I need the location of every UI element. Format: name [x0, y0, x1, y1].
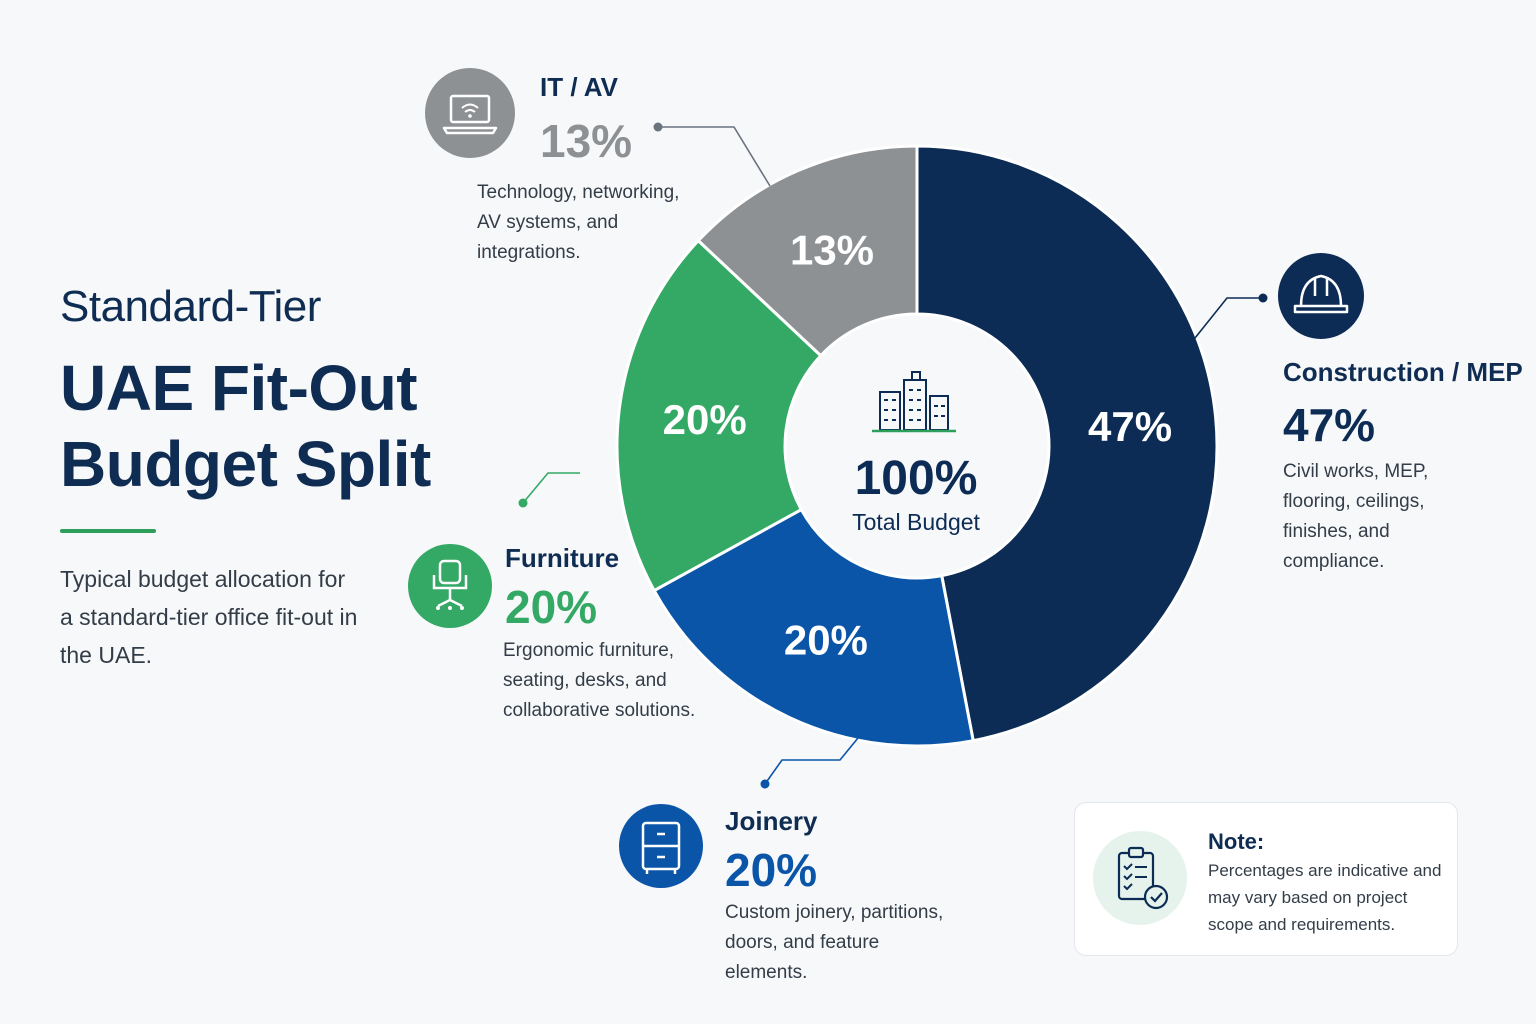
note-box: Note: Percentages are indicative and may…	[1074, 802, 1458, 956]
category-percent-joinery: 20%	[725, 844, 818, 896]
donut-slice-joinery	[652, 507, 975, 748]
donut-slice-label-construction: 47%	[1088, 403, 1172, 450]
category-title-construction: Construction / MEP	[1283, 357, 1523, 387]
category-desc-it-av: Technology, networking, AV systems, and …	[477, 182, 680, 263]
title-line-1: UAE Fit-Out	[60, 352, 418, 424]
donut-slice-label-it-av: 13%	[790, 227, 874, 274]
category-percent-furniture: 20%	[505, 581, 598, 633]
connector-dot-joinery	[760, 779, 770, 789]
center-building-icon	[872, 371, 956, 433]
connector-construction	[1190, 297, 1263, 344]
donut-slices	[615, 144, 1219, 748]
connector-dot-construction	[1258, 293, 1268, 303]
donut-slice-construction	[915, 144, 1219, 743]
connector-furniture	[522, 472, 580, 504]
page-subtitle: Standard-Tier	[60, 282, 321, 331]
category-percent-construction: 47%	[1283, 399, 1376, 451]
category-desc-construction: Civil works, MEP, flooring, ceilings, fi…	[1283, 461, 1429, 572]
connector-joinery	[764, 737, 859, 785]
cabinet-icon	[619, 804, 703, 888]
title-divider	[60, 529, 156, 533]
category-title-joinery: Joinery	[725, 806, 818, 836]
office-chair-icon	[408, 544, 492, 628]
page-title: UAE Fit-Out Budget Split	[60, 350, 431, 502]
laptop-icon	[425, 68, 515, 158]
donut-slice-it-av	[696, 144, 919, 358]
category-title-it-av: IT / AV	[540, 72, 618, 102]
center-total-label: Total Budget	[852, 509, 980, 535]
intro-text: Typical budget allocation for a standard…	[60, 566, 358, 668]
donut-slice-label-furniture: 20%	[663, 396, 747, 443]
note-text: Percentages are indicative and may vary …	[1208, 861, 1442, 934]
category-title-furniture: Furniture	[505, 543, 620, 573]
hard-hat-icon	[1278, 253, 1364, 339]
title-line-2: Budget Split	[60, 428, 431, 500]
connector-dot-it-av	[653, 122, 663, 132]
connector-dot-furniture	[518, 498, 528, 508]
note-title: Note:	[1208, 829, 1265, 854]
donut-slice-labels: 47% 20% 20% 13%	[663, 227, 1172, 664]
connector-it-av	[658, 126, 771, 187]
donut-slice-label-joinery: 20%	[784, 617, 868, 664]
category-desc-furniture: Ergonomic furniture, seating, desks, and…	[503, 640, 696, 721]
category-desc-joinery: Custom joinery, partitions, doors, and f…	[725, 902, 944, 983]
center-total-value: 100%	[855, 452, 978, 505]
donut-slice-furniture	[615, 238, 823, 593]
connector-lines	[518, 122, 1268, 789]
category-percent-it-av: 13%	[540, 115, 633, 167]
clipboard-check-icon	[1093, 831, 1187, 925]
